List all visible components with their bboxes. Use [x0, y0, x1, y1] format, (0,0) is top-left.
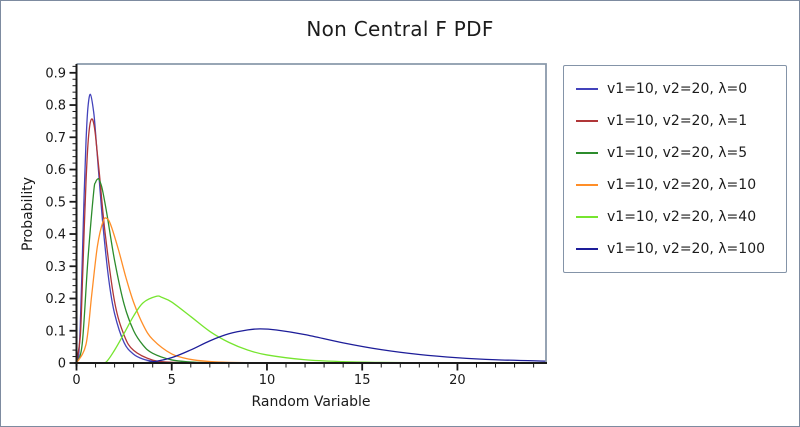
y-tick-label: 0.9: [45, 66, 66, 81]
legend-label: v1=10, v2=20, λ=40: [607, 209, 757, 225]
legend-line-swatch: [576, 216, 598, 218]
legend-item: v1=10, v2=20, λ=5: [576, 145, 782, 161]
x-tick-label: 0: [72, 373, 80, 388]
legend-line-swatch: [576, 120, 598, 122]
pdf-curve: [75, 217, 546, 364]
pdf-curve: [75, 118, 546, 364]
x-axis-title: Random Variable: [251, 394, 371, 410]
legend-line-swatch: [576, 88, 598, 90]
chart-title: Non Central F PDF: [306, 17, 494, 41]
x-tick-label: 5: [168, 373, 176, 388]
x-tick-label: 15: [354, 373, 371, 388]
legend-line-swatch: [576, 184, 598, 186]
pdf-curves: [75, 93, 547, 364]
axes: [74, 64, 547, 367]
y-axis-title: Probability: [20, 176, 36, 252]
y-tick-label: 0: [58, 357, 66, 372]
pdf-curve: [75, 93, 546, 364]
plot-frame: [76, 63, 547, 363]
legend-item: v1=10, v2=20, λ=40: [576, 209, 782, 225]
x-tick-label: 10: [259, 373, 276, 388]
pdf-curve: [76, 295, 547, 364]
tick-labels: 0 0.1 0.2 0.3 0.4 0.5 0.6 0.7 0.8 0.9 0 5 10 15 20: [45, 66, 465, 388]
y-tick-label: 0.4: [45, 228, 66, 243]
legend-label: v1=10, v2=20, λ=1: [607, 113, 748, 129]
legend-label: v1=10, v2=20, λ=10: [607, 177, 757, 193]
legend-item: v1=10, v2=20, λ=0: [576, 81, 782, 97]
legend-label: v1=10, v2=20, λ=5: [607, 145, 748, 161]
axis-ticks: [69, 65, 535, 371]
legend-label: v1=10, v2=20, λ=100: [607, 241, 766, 257]
pdf-curve: [76, 328, 547, 364]
y-tick-label: 0.2: [45, 292, 66, 307]
legend-line-swatch: [576, 248, 598, 250]
y-tick-label: 0.1: [45, 324, 66, 339]
y-tick-label: 0.6: [45, 163, 66, 178]
legend-item: v1=10, v2=20, λ=100: [576, 241, 782, 257]
y-tick-label: 0.8: [45, 99, 66, 114]
legend-item: v1=10, v2=20, λ=10: [576, 177, 782, 193]
y-tick-label: 0.5: [45, 195, 66, 210]
y-tick-label: 0.7: [45, 131, 66, 146]
legend-label: v1=10, v2=20, λ=0: [607, 81, 748, 97]
legend-line-swatch: [576, 152, 598, 154]
legend-item: v1=10, v2=20, λ=1: [576, 113, 782, 129]
legend-box: v1=10, v2=20, λ=0 v1=10, v2=20, λ=1 v1=1…: [563, 65, 787, 273]
y-tick-label: 0.3: [45, 260, 66, 275]
x-tick-label: 20: [449, 373, 466, 388]
